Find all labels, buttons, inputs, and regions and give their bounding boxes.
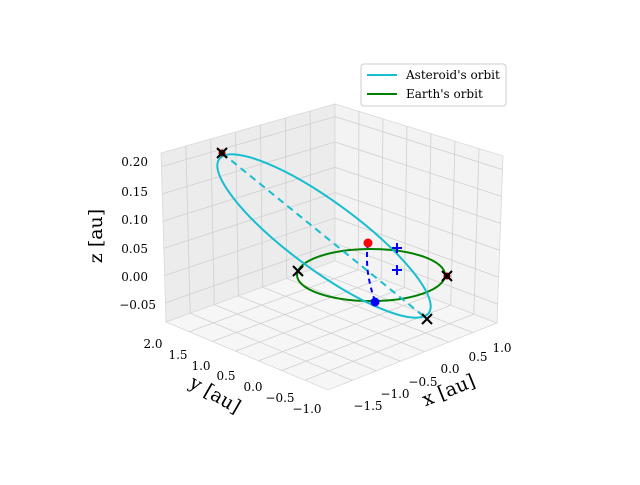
grid-line bbox=[334, 141, 502, 197]
x-tick-label: −0.5 bbox=[408, 375, 437, 389]
grid-line bbox=[334, 192, 500, 251]
asteroid-apsides-line bbox=[221, 152, 428, 320]
z-axis-label: z [au] bbox=[85, 209, 107, 263]
grid-line bbox=[473, 148, 480, 315]
grid-line bbox=[357, 111, 360, 270]
y-tick-label: −1.0 bbox=[292, 402, 321, 416]
x-tick-label: −1.0 bbox=[380, 387, 409, 401]
grid-line bbox=[286, 278, 449, 343]
grid-line bbox=[304, 313, 475, 381]
z-tick-label: 0.00 bbox=[121, 270, 148, 284]
y-tick-label: 0.5 bbox=[216, 369, 235, 383]
red-dot-marker bbox=[363, 238, 373, 248]
blue-plus-marker bbox=[392, 243, 402, 253]
z-tick-label: 0.15 bbox=[121, 185, 148, 199]
grid-line bbox=[334, 217, 499, 278]
z-tick-label: 0.10 bbox=[121, 213, 148, 227]
grid-line bbox=[212, 278, 382, 342]
black-x-marker bbox=[292, 265, 304, 277]
x-tick-label: 0.5 bbox=[468, 350, 487, 364]
grid-line bbox=[427, 133, 432, 297]
legend: Asteroid's orbit Earth's orbit bbox=[360, 63, 507, 107]
grid-line bbox=[162, 166, 336, 222]
grid-line bbox=[380, 118, 384, 279]
grid-line bbox=[262, 286, 425, 353]
grid-line bbox=[162, 141, 336, 195]
y-tick-label: −0.5 bbox=[265, 391, 294, 405]
grid-line bbox=[163, 192, 336, 249]
pane-floor bbox=[164, 260, 499, 391]
x-tick-label: 0.0 bbox=[440, 362, 459, 376]
tick-labels: −1.5−1.0−0.50.00.51.02.01.51.00.50.0−0.5… bbox=[119, 155, 511, 416]
grid-lines bbox=[161, 110, 503, 381]
y-tick-label: 0.0 bbox=[243, 380, 262, 394]
y-tick-label: 2.0 bbox=[143, 337, 162, 351]
legend-label-asteroid: Asteroid's orbit bbox=[405, 68, 500, 82]
grid-line bbox=[258, 296, 428, 362]
grid-line bbox=[404, 126, 408, 288]
grid-line bbox=[334, 166, 501, 224]
grid-line bbox=[189, 312, 353, 381]
z-tick-label: 0.20 bbox=[121, 155, 148, 169]
blue-dot-marker bbox=[370, 297, 380, 307]
grid-line bbox=[214, 304, 377, 372]
grid-line bbox=[164, 217, 336, 277]
y-tick-label: 1.5 bbox=[168, 348, 187, 362]
grid-line bbox=[309, 110, 312, 270]
black-x-marker bbox=[216, 147, 228, 159]
grid-line bbox=[284, 117, 288, 279]
grid-line bbox=[161, 116, 336, 168]
black-x-marker bbox=[441, 270, 453, 282]
y-tick-label: 1.0 bbox=[191, 359, 210, 373]
z-tick-label: 0.05 bbox=[121, 242, 148, 256]
x-tick-label: 1.0 bbox=[492, 341, 511, 355]
grid-line bbox=[334, 116, 503, 170]
legend-box bbox=[360, 63, 507, 107]
grid-line bbox=[189, 269, 359, 333]
grid-line bbox=[238, 295, 401, 362]
grid-line bbox=[235, 131, 239, 296]
grid-line bbox=[260, 124, 263, 288]
black-x-marker bbox=[421, 313, 433, 325]
z-tick-label: −0.05 bbox=[119, 298, 156, 312]
grid-line bbox=[165, 242, 336, 304]
grid-line bbox=[210, 138, 215, 305]
asteroid-orbit bbox=[216, 153, 432, 319]
grid-line bbox=[334, 242, 498, 305]
grid-line bbox=[310, 269, 474, 333]
blue-plus-marker bbox=[392, 265, 402, 275]
x-tick-label: −1.5 bbox=[353, 399, 382, 413]
node-connector-line bbox=[365, 242, 376, 302]
legend-label-earth: Earth's orbit bbox=[406, 87, 483, 101]
grid-line bbox=[450, 141, 456, 306]
data-layer bbox=[216, 147, 453, 325]
grid-line bbox=[185, 145, 191, 314]
